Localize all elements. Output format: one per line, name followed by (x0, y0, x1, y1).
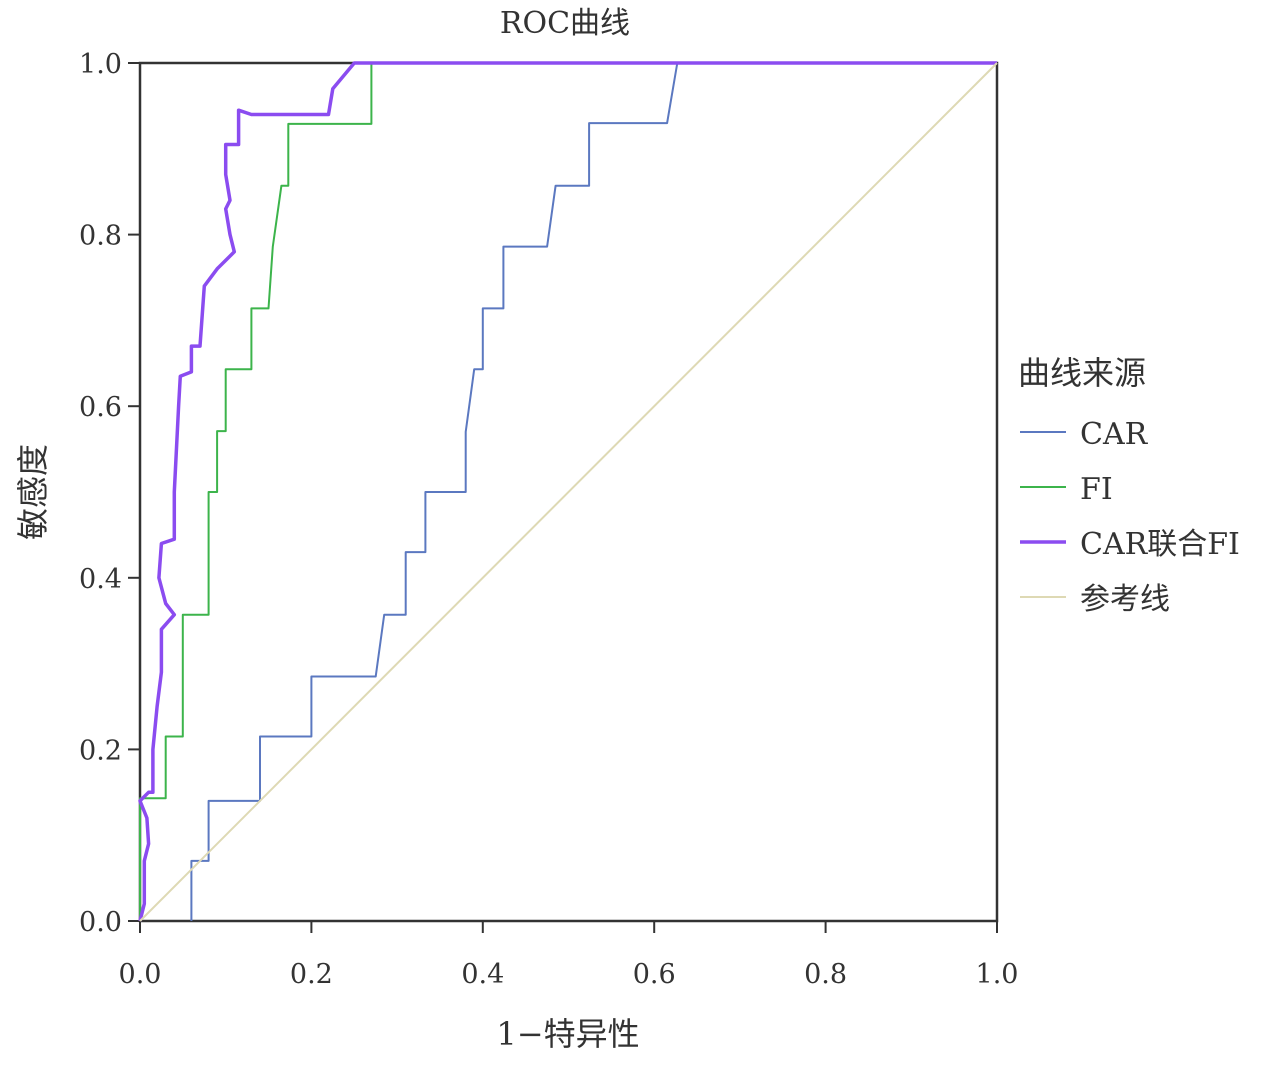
y-tick-label: 0.0 (79, 907, 122, 938)
x-tick-label: 0.6 (633, 959, 676, 990)
series-line-1 (139, 62, 997, 921)
y-tick-label: 0.6 (79, 392, 122, 423)
x-tick-label: 0.2 (290, 959, 333, 990)
axis-ticks: 0.0 0.2 0.4 0.6 0.8 1.0 0.0 0.2 0.4 0.6 0.8 1.0 (79, 49, 1018, 990)
y-tick-label: 1.0 (79, 49, 122, 80)
series-group (138, 61, 998, 922)
y-tick-label: 0.2 (79, 735, 122, 766)
x-tick-label: 0.4 (461, 959, 504, 990)
legend: 曲线来源 CAR FI CAR联合FI 参考线 (1018, 354, 1240, 617)
series-line-3 (139, 62, 998, 922)
chart-title: ROC曲线 (500, 6, 630, 41)
legend-entry: FI (1080, 472, 1113, 507)
series-line-0 (190, 62, 997, 921)
y-tick-label: 0.8 (79, 221, 122, 252)
legend-title: 曲线来源 (1018, 354, 1146, 392)
series-line-2 (138, 61, 997, 922)
x-tick-label: 0.0 (119, 959, 162, 990)
x-tick-label: 1.0 (976, 959, 1019, 990)
legend-entry: 参考线 (1080, 582, 1170, 617)
x-axis-label: 1−特异性 (496, 1015, 639, 1053)
legend-entry: CAR (1080, 417, 1149, 452)
y-axis-label: 敏感度 (14, 444, 52, 540)
y-tick-label: 0.4 (79, 564, 122, 595)
x-tick-label: 0.8 (804, 959, 847, 990)
legend-entry: CAR联合FI (1080, 527, 1240, 562)
